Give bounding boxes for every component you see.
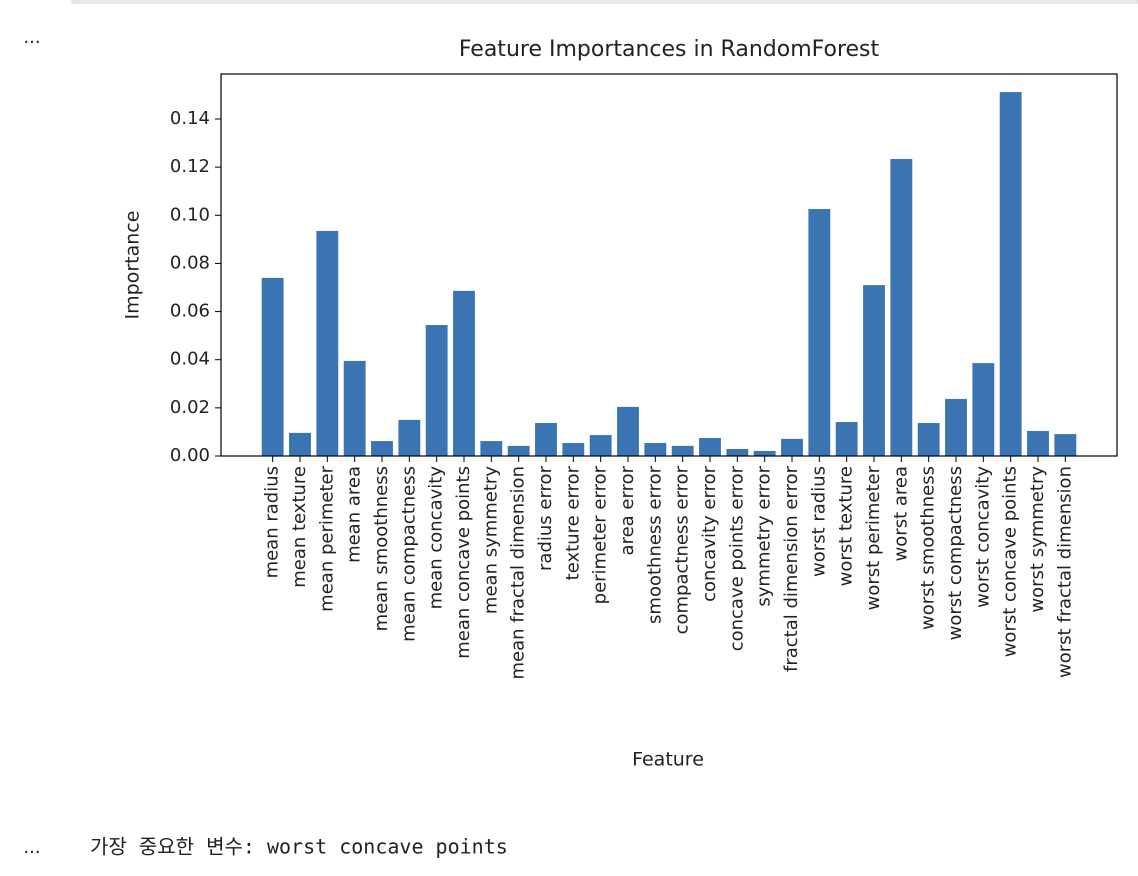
bar bbox=[999, 92, 1022, 457]
bar bbox=[507, 445, 530, 456]
x-tick-label: worst compactness bbox=[945, 466, 966, 640]
x-tick-label: radius error bbox=[535, 465, 556, 571]
bar bbox=[1054, 434, 1077, 456]
bar bbox=[863, 285, 885, 456]
x-tick-label: mean texture bbox=[289, 466, 310, 588]
y-tick-label: 0.08 bbox=[170, 252, 210, 273]
x-tick-label: worst radius bbox=[808, 466, 829, 577]
x-tick-label: mean perimeter bbox=[316, 465, 337, 611]
x-tick-label: worst texture bbox=[836, 466, 857, 586]
prompt[interactable]: ... bbox=[23, 27, 40, 48]
x-tick-label: mean radius bbox=[262, 466, 283, 578]
y-axis-label: Importance bbox=[122, 211, 144, 320]
x-tick-label: fractal dimension error bbox=[781, 465, 802, 672]
x-tick-label: compactness error bbox=[672, 465, 693, 634]
y-tick-label: 0.12 bbox=[170, 156, 210, 177]
x-tick-label: worst symmetry bbox=[1027, 466, 1048, 613]
bar bbox=[726, 449, 749, 456]
bar bbox=[343, 360, 366, 456]
x-tick-label: worst smoothness bbox=[918, 466, 939, 630]
bar bbox=[398, 419, 421, 456]
figure bbox=[105, 22, 1121, 790]
x-tick-label: mean area bbox=[344, 466, 365, 563]
x-tick-label: worst perimeter bbox=[863, 465, 884, 610]
y-tick-label: 0.00 bbox=[170, 445, 210, 466]
prompt[interactable]: ... bbox=[23, 837, 40, 858]
x-tick-label: perimeter error bbox=[590, 465, 611, 604]
bar bbox=[562, 443, 585, 456]
x-tick-label: worst fractal dimension bbox=[1054, 466, 1075, 678]
bar bbox=[972, 363, 995, 456]
chart-title: Feature Importances in RandomForest bbox=[459, 37, 880, 62]
bar bbox=[945, 398, 967, 456]
x-tick-label: worst concave points bbox=[1000, 466, 1021, 657]
bar bbox=[890, 158, 913, 457]
bar bbox=[781, 438, 803, 456]
x-tick-label: mean smoothness bbox=[371, 466, 392, 631]
bar bbox=[835, 422, 858, 456]
bar bbox=[617, 406, 639, 456]
x-tick-label: mean concavity bbox=[426, 466, 447, 610]
x-tick-label: worst area bbox=[890, 466, 911, 561]
x-tick-label: mean concave points bbox=[453, 466, 474, 659]
x-tick-label: concavity error bbox=[699, 465, 720, 602]
bar bbox=[535, 423, 557, 456]
x-tick-label: mean compactness bbox=[398, 466, 419, 642]
bar bbox=[453, 290, 475, 456]
bar bbox=[753, 450, 776, 456]
bar bbox=[425, 325, 448, 456]
y-tick-label: 0.14 bbox=[170, 108, 210, 129]
bar bbox=[316, 230, 339, 456]
y-tick-label: 0.02 bbox=[170, 397, 210, 418]
cell-edge bbox=[71, 0, 1138, 4]
x-tick-label: smoothness error bbox=[644, 465, 665, 624]
plot: 0.00 0.02 0.04 0.06 0.08 0.10 0.12 0.14 mean rad… bbox=[170, 92, 1077, 680]
x-tick-label: mean symmetry bbox=[480, 466, 501, 614]
bar bbox=[261, 277, 284, 456]
bar bbox=[671, 445, 694, 456]
bar bbox=[289, 432, 311, 456]
bar bbox=[1027, 430, 1049, 456]
bar bbox=[917, 423, 940, 456]
output-text: 가장 중요한 변수: worst concave points bbox=[90, 835, 508, 859]
x-tick-label: worst concavity bbox=[972, 466, 993, 608]
x-tick-label: mean fractal dimension bbox=[508, 466, 529, 680]
y-tick-label: 0.04 bbox=[170, 349, 210, 370]
x-tick-label: symmetry error bbox=[754, 465, 775, 606]
y-tick-label: 0.10 bbox=[170, 204, 210, 225]
bar bbox=[699, 437, 721, 456]
plot-frame bbox=[220, 73, 1118, 457]
x-tick-label: area error bbox=[617, 465, 638, 555]
x-tick-label: concave points error bbox=[726, 465, 747, 651]
y-tick-label: 0.06 bbox=[170, 301, 210, 322]
bar bbox=[371, 441, 393, 456]
x-axis-label: Feature bbox=[632, 749, 704, 771]
bar bbox=[589, 435, 612, 456]
bar bbox=[480, 441, 503, 456]
bar bbox=[808, 209, 831, 456]
bar bbox=[644, 443, 667, 456]
x-tick-label: texture error bbox=[562, 465, 583, 580]
